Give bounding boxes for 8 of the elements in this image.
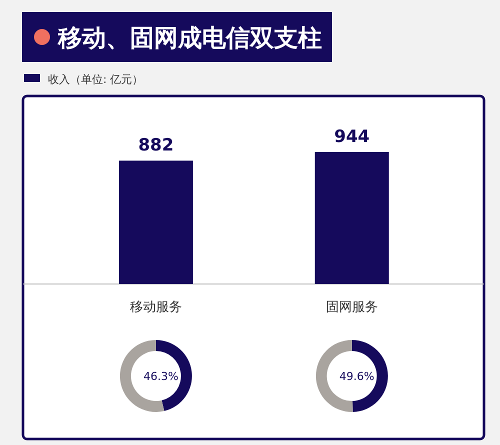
x-tick-label: 固网服务 bbox=[326, 300, 378, 315]
data-label: 49.6% bbox=[339, 370, 374, 383]
data-label: 46.3% bbox=[143, 370, 178, 383]
legend-label: 收入（单位: 亿元） bbox=[48, 73, 144, 86]
data-label: 944 bbox=[334, 127, 370, 147]
data-label: 882 bbox=[138, 136, 174, 156]
x-tick-label: 移动服务 bbox=[130, 300, 182, 315]
chart-title: 移动、固网成电信双支柱 bbox=[57, 24, 322, 52]
